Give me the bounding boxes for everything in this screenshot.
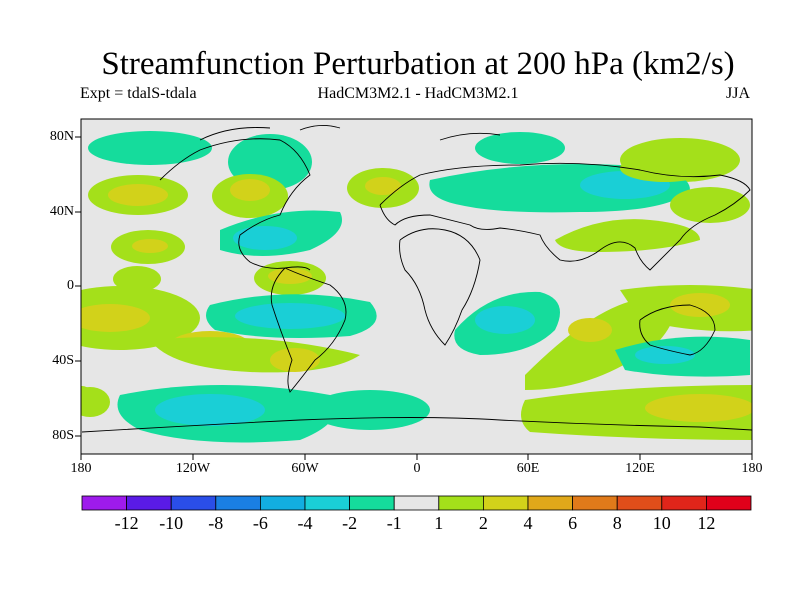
anomaly-region <box>235 303 345 329</box>
colorbar-swatch <box>126 495 172 511</box>
anomaly-region <box>108 184 168 206</box>
lat-label-40S: 40S <box>52 353 74 368</box>
anomaly-region <box>81 304 150 332</box>
colorbar-swatch <box>482 495 529 511</box>
lat-label-40N: 40N <box>49 204 74 219</box>
anomaly-region <box>233 226 297 250</box>
anomaly-region <box>525 298 673 390</box>
colorbar-tick-label: 10 <box>652 513 671 533</box>
anomaly-region <box>365 177 401 195</box>
colorbar-tick-label: 12 <box>697 513 716 533</box>
anomaly-region <box>555 219 700 252</box>
model-label: HadCM3M2.1 - HadCM3M2.1 <box>317 85 519 102</box>
colorbar-swatch <box>616 495 663 511</box>
colorbar-swatch <box>170 495 217 511</box>
anomaly-region <box>620 154 710 182</box>
colorbar-swatch <box>572 495 618 511</box>
coastline <box>81 417 752 433</box>
colorbar-swatch <box>259 495 306 511</box>
colorbar-tick-label: -10 <box>159 513 184 533</box>
coastline <box>270 267 347 393</box>
lon-label-0: 0 <box>413 461 421 476</box>
lon-label-180w: 180 <box>70 461 92 476</box>
anomaly-region <box>132 239 168 253</box>
colorbar-tick-label: -6 <box>252 513 268 533</box>
coastline <box>379 162 751 271</box>
axis-ticks <box>75 136 753 460</box>
colorbar-swatch <box>661 495 707 511</box>
coastline <box>199 125 501 141</box>
colorbar <box>81 495 752 511</box>
colorbar-tick-label: -8 <box>208 513 224 533</box>
lon-label-120W: 120W <box>175 461 211 476</box>
anomaly-region <box>670 293 730 317</box>
colorbar-tick-label: -2 <box>342 513 358 533</box>
colorbar-swatch <box>393 495 440 511</box>
colorbar-tick-label: 8 <box>612 513 622 533</box>
anomaly-region <box>81 386 94 414</box>
colorbar-tick-label: -12 <box>114 513 139 533</box>
anomaly-region <box>635 346 695 364</box>
anomaly-region <box>310 390 430 430</box>
colorbar-tick-label: 6 <box>568 513 578 533</box>
colorbar-swatch <box>81 495 127 511</box>
lon-label-180e: 180 <box>741 461 763 476</box>
season-label: JJA <box>726 85 751 102</box>
anomaly-region <box>475 132 565 164</box>
lat-label-80N: 80N <box>49 129 74 144</box>
colorbar-swatch <box>706 495 752 511</box>
coastline <box>159 138 311 271</box>
anomaly-region <box>268 268 312 284</box>
anomaly-region <box>155 394 265 426</box>
coastline <box>639 304 716 356</box>
experiment-label: Expt = tdalS-tdala <box>80 85 197 102</box>
colorbar-tick-label: -1 <box>386 513 402 533</box>
lon-label-60W: 60W <box>291 461 319 476</box>
lat-label-80S: 80S <box>52 428 74 443</box>
chart-title: Streamfunction Perturbation at 200 hPa (… <box>101 46 735 82</box>
coastlines <box>81 125 752 433</box>
anomaly-region <box>270 348 320 372</box>
anomaly-region <box>230 179 270 201</box>
anomaly-region <box>475 306 535 334</box>
colorbar-swatch <box>527 495 573 511</box>
anomaly-region <box>568 318 612 342</box>
colorbar-tick-label: 1 <box>434 513 444 533</box>
anomaly-region <box>670 187 750 223</box>
anomaly-region <box>645 394 752 422</box>
contour-fields <box>81 131 752 443</box>
colorbar-swatch <box>304 495 350 511</box>
colorbar-swatch <box>438 495 484 511</box>
anomaly-region <box>113 266 161 292</box>
colorbar-tick-label: 2 <box>478 513 488 533</box>
colorbar-swatch <box>349 495 395 511</box>
anomaly-region <box>88 131 212 165</box>
colorbar-tick-label: -4 <box>297 513 313 533</box>
lon-label-60E: 60E <box>516 461 540 476</box>
colorbar-tick-label: 4 <box>523 513 533 533</box>
coastline <box>399 228 481 346</box>
lon-label-120E: 120E <box>625 461 655 476</box>
lat-label-0: 0 <box>67 278 74 293</box>
colorbar-swatch <box>215 495 261 511</box>
